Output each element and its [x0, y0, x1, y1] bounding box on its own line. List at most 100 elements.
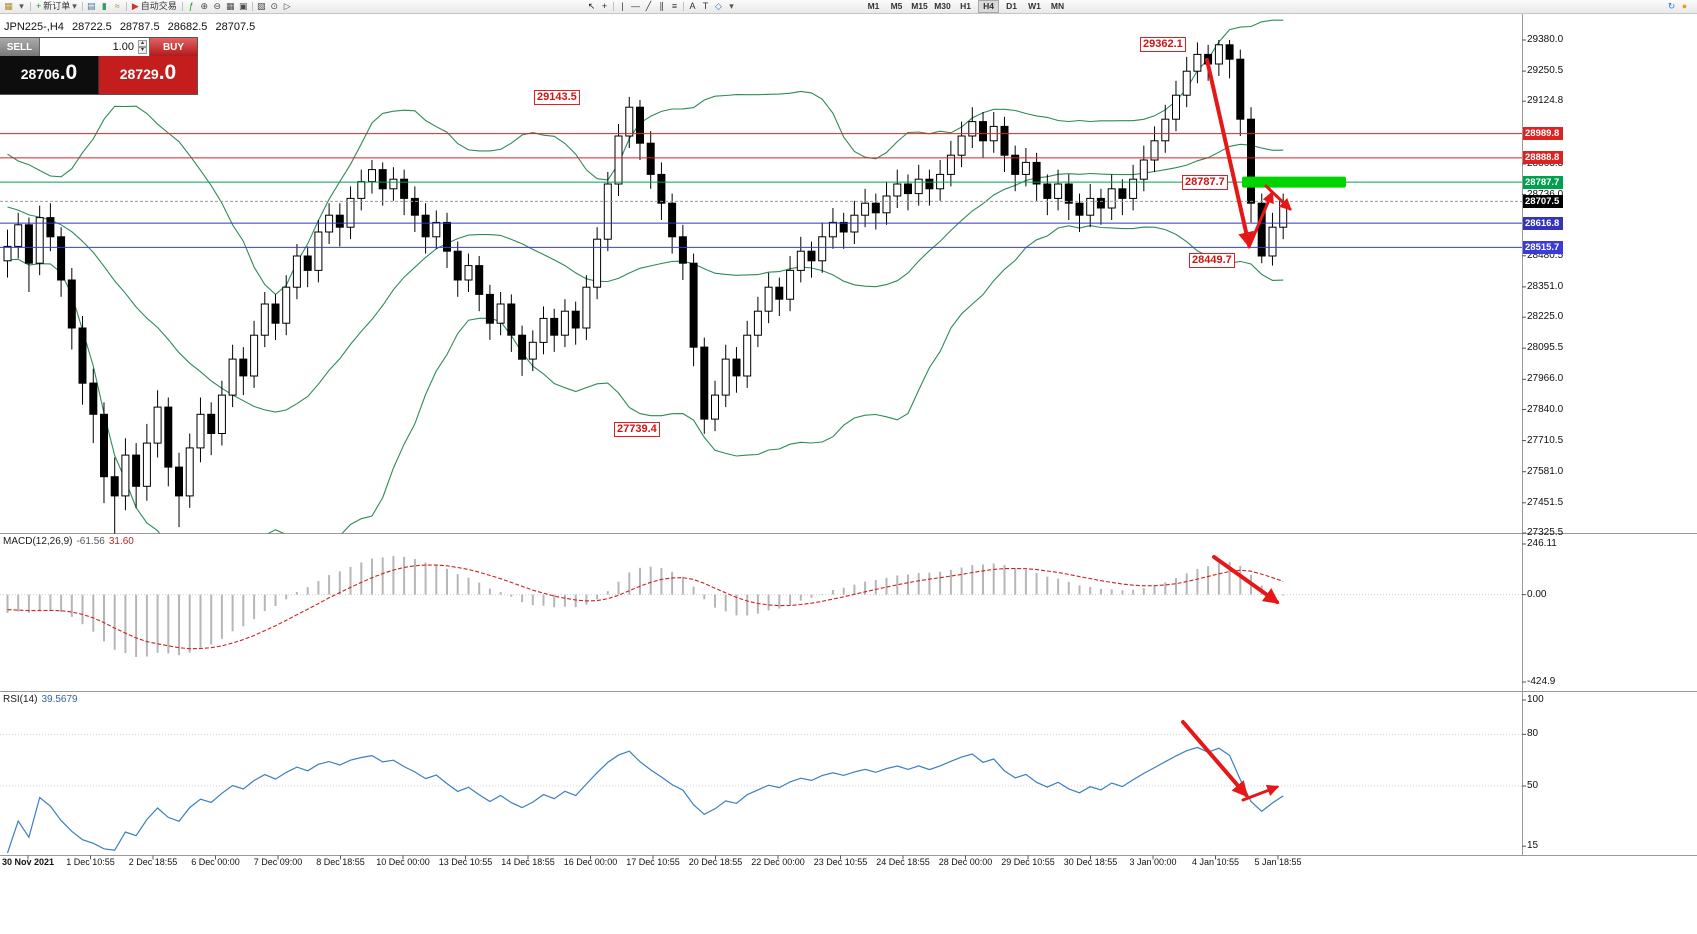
dropdown-caret-icon[interactable]: ▾	[15, 0, 28, 13]
autotrade-button[interactable]: ▶ 自动交易	[129, 0, 180, 13]
candle-body	[571, 310, 580, 329]
sell-button[interactable]: SELL	[0, 38, 40, 56]
trendline-icon: ╱	[645, 1, 652, 11]
candlestick-series	[3, 40, 1288, 534]
shapes-icon[interactable]: ◇	[712, 0, 725, 13]
timeframe-button-h4[interactable]: H4	[978, 0, 999, 13]
candle-body	[196, 413, 205, 449]
time-axis[interactable]	[0, 856, 1522, 868]
trend-arrow[interactable]	[1247, 190, 1274, 249]
bar-chart-icon[interactable]: ▤	[85, 0, 98, 13]
candle-body	[335, 214, 344, 228]
candle-body	[700, 346, 709, 420]
candle-body	[292, 255, 301, 288]
toolbar-separator	[30, 2, 31, 11]
trend-arrow[interactable]	[1264, 184, 1292, 211]
zoom-out-icon[interactable]: ⊖	[211, 0, 224, 13]
timeframe-toolbar: M1 M5 M15 M30 H1 H4 D1 W1 MN	[862, 0, 1069, 13]
candle-body	[1172, 94, 1180, 120]
refresh-icon[interactable]: ↻	[1665, 0, 1678, 13]
buy-price[interactable]: 28729.0	[98, 56, 197, 94]
fibonacci-icon[interactable]: ≡	[668, 0, 681, 13]
macd-indicator-label: MACD(12,26,9) -61.56 31.60	[3, 536, 138, 547]
notification-icon[interactable]: ●	[1678, 0, 1691, 13]
cascade-windows-icon[interactable]: ▣	[237, 0, 250, 13]
refresh-icon: ↻	[1667, 1, 1676, 11]
timeframe-button-d1[interactable]: D1	[1006, 1, 1017, 11]
indicators-icon[interactable]: ƒ	[185, 0, 198, 13]
timeframe-button-m1[interactable]: M1	[867, 1, 880, 11]
candle-body	[946, 154, 955, 175]
lot-decrease-button[interactable]: ▾	[137, 47, 147, 54]
candle-body	[914, 178, 923, 195]
trend-arrow[interactable]	[1181, 720, 1249, 798]
candle-body	[1150, 140, 1159, 161]
horizontal-line-icon[interactable]: —	[629, 0, 642, 13]
rsi-name: RSI(14)	[3, 694, 38, 705]
cursor-icon[interactable]: ↖	[585, 0, 598, 13]
high-value: 28787.5	[119, 21, 160, 33]
crosshair-icon[interactable]: +	[598, 0, 611, 13]
period-clock-icon[interactable]: ⊙	[268, 0, 281, 13]
trendline-icon[interactable]: ╱	[642, 0, 655, 13]
timeframe-button-w1[interactable]: W1	[1028, 1, 1041, 11]
candle-body	[1236, 58, 1245, 120]
candle-body	[410, 197, 419, 216]
buy-price-int: 28729	[119, 66, 159, 82]
chart-window-icon[interactable]: ▦	[2, 0, 15, 13]
candle-body	[57, 236, 66, 281]
text-label-icon[interactable]: T	[699, 0, 712, 13]
chart-shift-icon[interactable]: ▷	[281, 0, 294, 13]
candle-body	[1075, 202, 1084, 216]
trend-arrow[interactable]	[1212, 555, 1280, 604]
lot-increase-button[interactable]: ▴	[137, 40, 147, 47]
zoom-in-icon[interactable]: ⊕	[198, 0, 211, 13]
rsi-value: 39.5679	[41, 694, 78, 705]
bollinger-middle-band	[7, 143, 1284, 413]
candle-body	[14, 224, 23, 247]
text-tool-icon[interactable]: A	[686, 0, 699, 13]
candle-body	[593, 238, 602, 288]
candle-body	[1086, 197, 1095, 216]
new-order-button[interactable]: + 新订单 ▾	[33, 0, 80, 13]
candle-body	[217, 394, 226, 435]
sell-price-int: 28706	[20, 66, 60, 82]
new-order-button-label: 新订单	[43, 1, 71, 11]
timeframe-button-m30[interactable]: M30	[934, 1, 951, 11]
templates-icon[interactable]: ▧	[255, 0, 268, 13]
tile-windows-icon[interactable]: ▦	[224, 0, 237, 13]
candle-body	[35, 217, 44, 264]
candle-body	[893, 183, 902, 197]
candle-body	[3, 245, 12, 262]
line-chart-icon[interactable]: ≈	[111, 0, 124, 13]
candle-body	[603, 183, 612, 240]
candlestick-chart-icon[interactable]: ▮	[98, 0, 111, 13]
price-level-highlight-bar[interactable]	[1242, 176, 1346, 188]
macd-name: MACD(12,26,9)	[3, 536, 73, 547]
timeframe-button-h1[interactable]: H1	[960, 1, 971, 11]
buy-button[interactable]: BUY	[149, 38, 197, 56]
toolbar: ▦ ▾ + 新订单 ▾ ▤ ▮ ≈ ▶ 自动交易 ƒ ⊕ ⊖ ▦ ▣ ▧ ⊙ ▷ ↖ + | — ╱ ∥ ≡ A T ◇ ▾ M1 M5…	[0, 0, 1697, 14]
trend-arrow[interactable]	[1241, 784, 1280, 802]
sell-price[interactable]: 28706.0	[0, 56, 98, 94]
toolbar-separator	[251, 2, 253, 11]
dropdown-caret-icon[interactable]: ▾	[725, 0, 738, 13]
candle-body	[957, 135, 966, 156]
toolbar-drawing-tools-group: ↖ + | — ╱ ∥ ≡ A T ◇ ▾	[585, 0, 738, 13]
symbol-ohlc-header: JPN225-,H4 28722.5 28787.5 28682.5 28707…	[4, 21, 260, 33]
lot-size-input[interactable]: 1.00 ▴ ▾	[40, 38, 149, 56]
timeframe-button-m5[interactable]: M5	[890, 1, 903, 11]
timeframe-button-mn[interactable]: MN	[1050, 1, 1065, 11]
price-axis[interactable]	[1522, 14, 1697, 855]
trend-arrow[interactable]	[1205, 58, 1254, 249]
vertical-line-icon[interactable]: |	[616, 0, 629, 13]
horizontal-line-icon: —	[631, 1, 640, 11]
zoom-out-icon: ⊖	[213, 1, 222, 11]
equidistant-channel-icon[interactable]: ∥	[655, 0, 668, 13]
candle-body	[46, 217, 55, 238]
macd-layer	[0, 556, 1522, 657]
candle-body	[389, 178, 398, 190]
timeframe-button-m15[interactable]: M15	[911, 1, 928, 11]
candle-body	[818, 236, 827, 262]
